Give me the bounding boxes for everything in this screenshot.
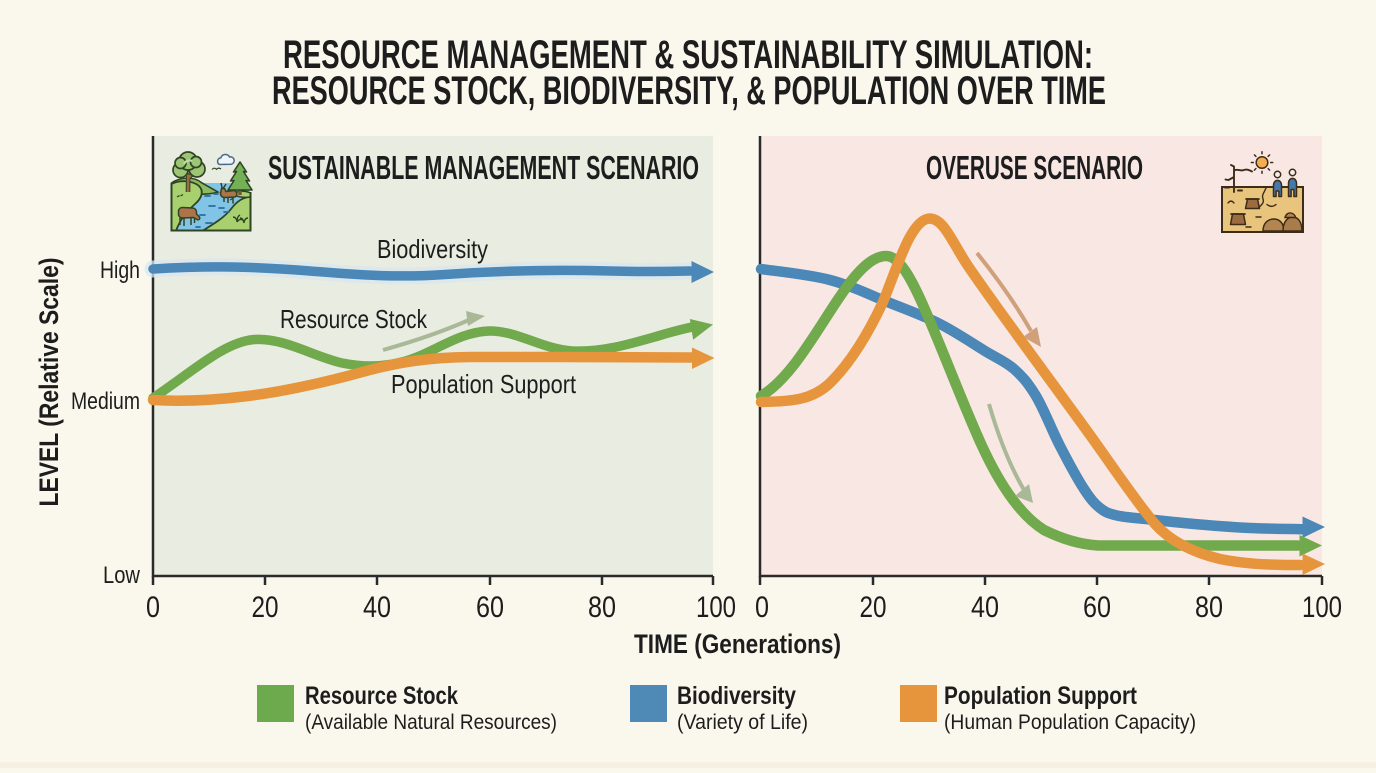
svg-text:60: 60 (476, 591, 504, 624)
svg-text:High: High (100, 257, 140, 284)
svg-text:RESOURCE STOCK, BIODIVERSITY,: RESOURCE STOCK, BIODIVERSITY, & POPULATI… (272, 69, 1106, 113)
svg-text:Population Support: Population Support (391, 369, 577, 399)
svg-text:Population Support: Population Support (944, 682, 1138, 710)
svg-text:Biodiversity: Biodiversity (677, 682, 796, 710)
svg-text:Biodiversity: Biodiversity (377, 234, 488, 264)
svg-text:40: 40 (971, 591, 999, 624)
svg-text:SUSTAINABLE MANAGEMENT SCENARI: SUSTAINABLE MANAGEMENT SCENARIO (268, 150, 699, 187)
svg-text:TIME (Generations): TIME (Generations) (634, 629, 841, 659)
svg-text:Low: Low (103, 562, 141, 589)
svg-text:(Available Natural Resources): (Available Natural Resources) (305, 711, 557, 734)
svg-text:Resource Stock: Resource Stock (305, 682, 458, 710)
svg-text:0: 0 (755, 591, 769, 624)
svg-text:20: 20 (252, 591, 279, 624)
svg-text:Resource Stock: Resource Stock (280, 304, 428, 334)
svg-text:(Human Population Capacity): (Human Population Capacity) (944, 711, 1196, 734)
svg-text:RESOURCE MANAGEMENT & SUSTAINA: RESOURCE MANAGEMENT & SUSTAINABILITY SIM… (283, 33, 1093, 77)
svg-text:OVERUSE SCENARIO: OVERUSE SCENARIO (926, 150, 1143, 187)
svg-text:Medium: Medium (71, 388, 140, 415)
svg-text:20: 20 (860, 591, 887, 624)
svg-text:(Variety of Life): (Variety of Life) (677, 711, 808, 734)
svg-text:60: 60 (1083, 591, 1111, 624)
svg-text:80: 80 (588, 591, 616, 624)
svg-text:80: 80 (1195, 591, 1223, 624)
svg-text:100: 100 (1302, 591, 1342, 624)
svg-text:40: 40 (363, 591, 391, 624)
svg-text:0: 0 (146, 591, 160, 624)
svg-text:100: 100 (696, 591, 736, 624)
svg-text:LEVEL (Relative Scale): LEVEL (Relative Scale) (34, 258, 64, 507)
